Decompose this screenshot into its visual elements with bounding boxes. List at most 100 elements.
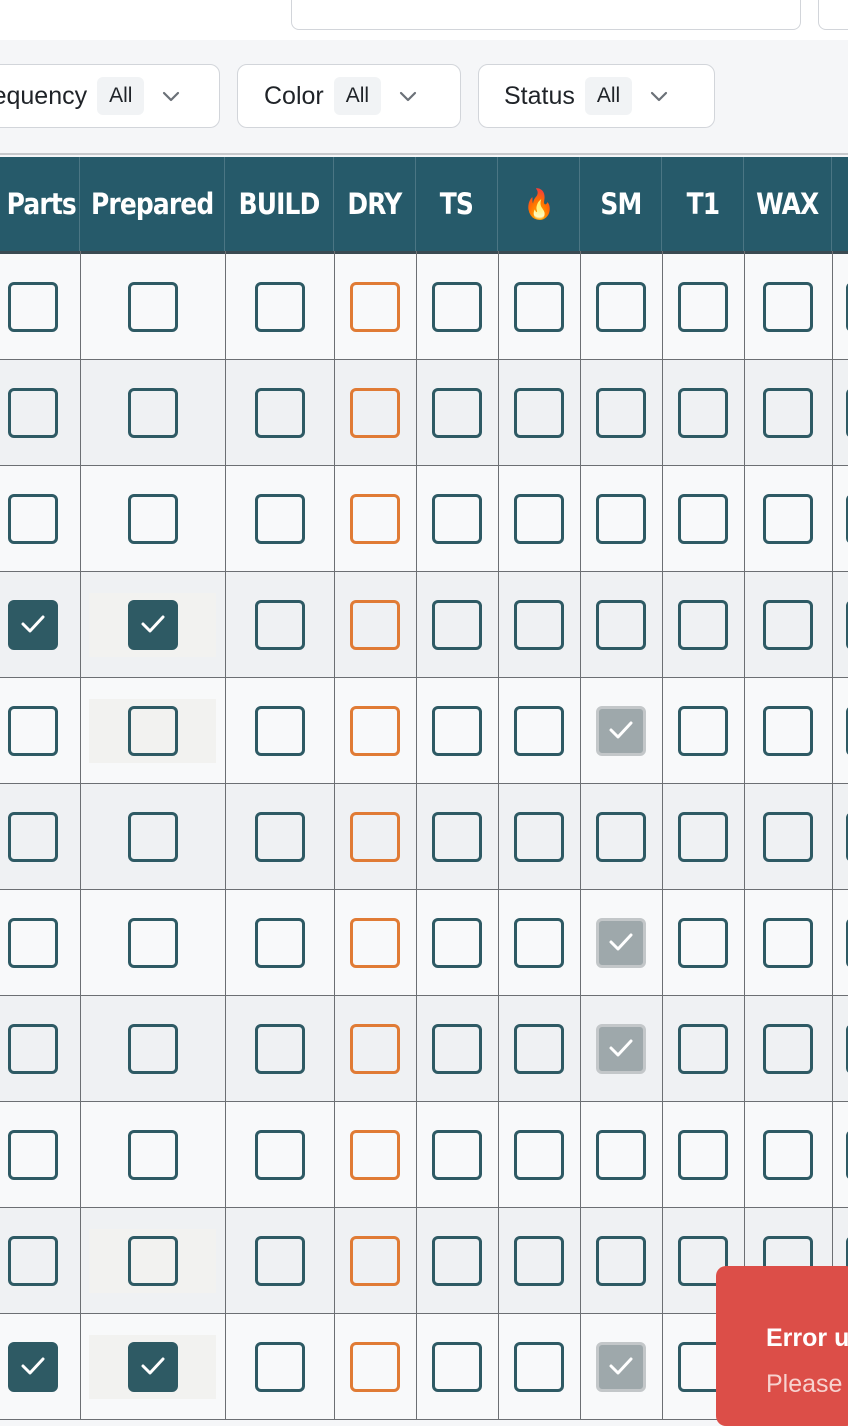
column-header-sm[interactable]: SM: [580, 157, 662, 251]
column-header-wax[interactable]: WAX: [744, 157, 832, 251]
fire-checkbox[interactable]: [514, 1024, 564, 1074]
build-checkbox[interactable]: [255, 600, 305, 650]
error-toast[interactable]: Error u Please: [716, 1266, 848, 1426]
prepared-checkbox[interactable]: [128, 494, 178, 544]
filter-frequency[interactable]: Frequency All: [0, 64, 220, 128]
wax-checkbox[interactable]: [763, 706, 813, 756]
dry-checkbox[interactable]: [350, 282, 400, 332]
ts-checkbox[interactable]: [432, 706, 482, 756]
sm-checkbox[interactable]: [596, 1130, 646, 1180]
build-checkbox[interactable]: [255, 282, 305, 332]
column-header-t1[interactable]: T1: [662, 157, 744, 251]
wax-checkbox[interactable]: [763, 600, 813, 650]
fire-checkbox[interactable]: [514, 918, 564, 968]
sm-checkbox[interactable]: [596, 1024, 646, 1074]
ts-checkbox[interactable]: [432, 1342, 482, 1392]
dry-checkbox[interactable]: [350, 600, 400, 650]
column-header-fire[interactable]: 🔥: [498, 157, 580, 251]
fire-checkbox[interactable]: [514, 494, 564, 544]
dry-checkbox[interactable]: [350, 1130, 400, 1180]
t1-checkbox[interactable]: [678, 1130, 728, 1180]
build-checkbox[interactable]: [255, 388, 305, 438]
wax-checkbox[interactable]: [763, 282, 813, 332]
ts-checkbox[interactable]: [432, 494, 482, 544]
dry-checkbox[interactable]: [350, 1024, 400, 1074]
t1-checkbox[interactable]: [678, 600, 728, 650]
t1-checkbox[interactable]: [678, 1236, 728, 1286]
sm-checkbox[interactable]: [596, 918, 646, 968]
fire-checkbox[interactable]: [514, 1130, 564, 1180]
sm-checkbox[interactable]: [596, 282, 646, 332]
fire-checkbox[interactable]: [514, 600, 564, 650]
wax-checkbox[interactable]: [763, 918, 813, 968]
t1-checkbox[interactable]: [678, 282, 728, 332]
t1-checkbox[interactable]: [678, 1024, 728, 1074]
build-checkbox[interactable]: [255, 706, 305, 756]
t1-checkbox[interactable]: [678, 812, 728, 862]
ts-checkbox[interactable]: [432, 1130, 482, 1180]
column-header-build[interactable]: BUILD: [225, 157, 334, 251]
sm-checkbox[interactable]: [596, 388, 646, 438]
t1-checkbox[interactable]: [678, 706, 728, 756]
build-checkbox[interactable]: [255, 812, 305, 862]
filter-color[interactable]: Color All: [237, 64, 461, 128]
ts-checkbox[interactable]: [432, 1024, 482, 1074]
sm-checkbox[interactable]: [596, 812, 646, 862]
top-right-control[interactable]: [818, 0, 848, 30]
parts-checkbox[interactable]: [8, 388, 58, 438]
prepared-checkbox[interactable]: [128, 600, 178, 650]
column-header-parts[interactable]: Parts: [0, 157, 80, 251]
column-header-prepared[interactable]: Prepared: [80, 157, 225, 251]
parts-checkbox[interactable]: [8, 494, 58, 544]
search-input[interactable]: [348, 0, 782, 1]
wax-checkbox[interactable]: [763, 812, 813, 862]
dry-checkbox[interactable]: [350, 388, 400, 438]
parts-checkbox[interactable]: [8, 812, 58, 862]
prepared-checkbox[interactable]: [128, 1024, 178, 1074]
fire-checkbox[interactable]: [514, 706, 564, 756]
build-checkbox[interactable]: [255, 1024, 305, 1074]
prepared-checkbox[interactable]: [128, 1342, 178, 1392]
build-checkbox[interactable]: [255, 1236, 305, 1286]
parts-checkbox[interactable]: [8, 1024, 58, 1074]
dry-checkbox[interactable]: [350, 494, 400, 544]
parts-checkbox[interactable]: [8, 1342, 58, 1392]
fire-checkbox[interactable]: [514, 1342, 564, 1392]
parts-checkbox[interactable]: [8, 282, 58, 332]
wax-checkbox[interactable]: [763, 1024, 813, 1074]
wax-checkbox[interactable]: [763, 388, 813, 438]
prepared-checkbox[interactable]: [128, 1236, 178, 1286]
parts-checkbox[interactable]: [8, 1236, 58, 1286]
wax-checkbox[interactable]: [763, 494, 813, 544]
build-checkbox[interactable]: [255, 1342, 305, 1392]
sm-checkbox[interactable]: [596, 1342, 646, 1392]
prepared-checkbox[interactable]: [128, 812, 178, 862]
sm-checkbox[interactable]: [596, 494, 646, 544]
build-checkbox[interactable]: [255, 918, 305, 968]
sm-checkbox[interactable]: [596, 1236, 646, 1286]
dry-checkbox[interactable]: [350, 1236, 400, 1286]
ts-checkbox[interactable]: [432, 282, 482, 332]
dry-checkbox[interactable]: [350, 918, 400, 968]
parts-checkbox[interactable]: [8, 918, 58, 968]
parts-checkbox[interactable]: [8, 600, 58, 650]
prepared-checkbox[interactable]: [128, 918, 178, 968]
fire-checkbox[interactable]: [514, 282, 564, 332]
prepared-checkbox[interactable]: [128, 706, 178, 756]
wax-checkbox[interactable]: [763, 1130, 813, 1180]
sm-checkbox[interactable]: [596, 600, 646, 650]
dry-checkbox[interactable]: [350, 706, 400, 756]
fire-checkbox[interactable]: [514, 812, 564, 862]
dry-checkbox[interactable]: [350, 812, 400, 862]
ts-checkbox[interactable]: [432, 918, 482, 968]
prepared-checkbox[interactable]: [128, 282, 178, 332]
build-checkbox[interactable]: [255, 1130, 305, 1180]
t1-checkbox[interactable]: [678, 388, 728, 438]
prepared-checkbox[interactable]: [128, 388, 178, 438]
ts-checkbox[interactable]: [432, 388, 482, 438]
fire-checkbox[interactable]: [514, 1236, 564, 1286]
ts-checkbox[interactable]: [432, 600, 482, 650]
prepared-checkbox[interactable]: [128, 1130, 178, 1180]
t1-checkbox[interactable]: [678, 494, 728, 544]
search-box[interactable]: ⌕: [291, 0, 801, 30]
